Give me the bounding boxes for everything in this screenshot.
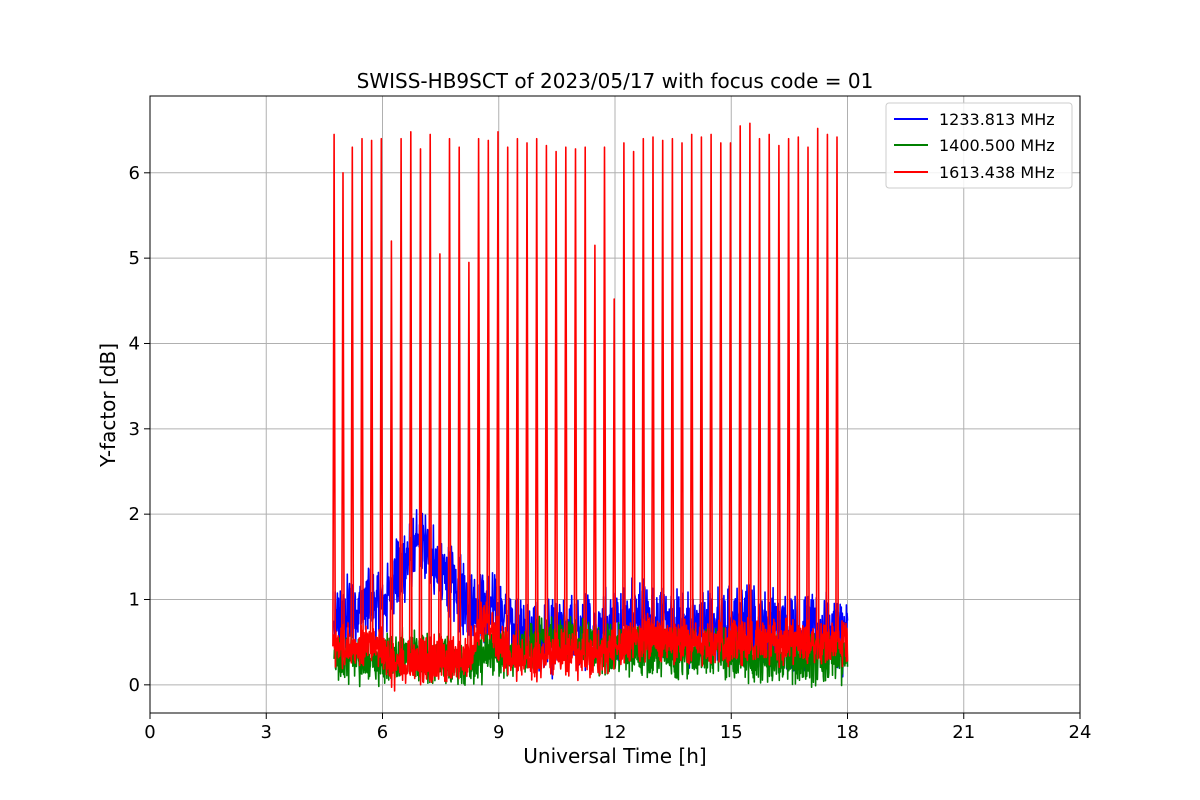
x-tick-label: 6 <box>377 722 388 743</box>
x-tick-label: 21 <box>952 722 975 743</box>
series-layer <box>332 122 849 692</box>
y-tick-label: 3 <box>129 419 140 440</box>
legend-label-1613: 1613.438 MHz <box>939 163 1055 182</box>
legend-frame <box>885 102 1073 189</box>
y-tick-label: 5 <box>129 248 140 269</box>
x-tick-label: 12 <box>604 722 627 743</box>
y-axis-label: Y-factor [dB] <box>96 343 120 468</box>
chart-title: SWISS-HB9SCT of 2023/05/17 with focus co… <box>357 69 874 93</box>
legend-label-1233: 1233.813 MHz <box>939 110 1055 129</box>
x-tick-label: 15 <box>720 722 743 743</box>
x-tick-label: 0 <box>144 722 155 743</box>
x-tick-label: 9 <box>493 722 504 743</box>
series-line-1613 <box>332 122 849 692</box>
y-tick-label: 2 <box>129 504 140 525</box>
x-axis-label: Universal Time [h] <box>523 744 706 768</box>
x-tick-label: 24 <box>1069 722 1092 743</box>
y-tick-label: 6 <box>129 163 140 184</box>
legend: 1233.813 MHz 1400.500 MHz 1613.438 MHz <box>885 102 1073 189</box>
y-tick-label: 4 <box>129 333 140 354</box>
legend-label-1400: 1400.500 MHz <box>939 136 1055 155</box>
x-tick-label: 18 <box>836 722 859 743</box>
y-tick-label: 1 <box>129 589 140 610</box>
x-tick-label: 3 <box>261 722 272 743</box>
y-tick-label: 0 <box>129 675 140 696</box>
